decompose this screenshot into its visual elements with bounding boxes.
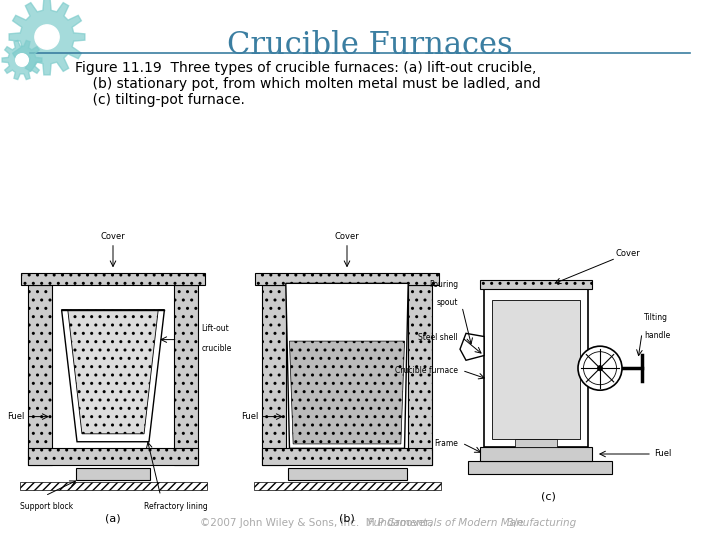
Text: Cover: Cover xyxy=(335,232,359,241)
Text: Pouring: Pouring xyxy=(429,280,458,289)
Text: (a): (a) xyxy=(105,514,121,523)
Text: Figure 11.19  Three types of crucible furnaces: (a) lift‑out crucible,: Figure 11.19 Three types of crucible fur… xyxy=(75,61,536,75)
Bar xyxy=(480,448,592,461)
Text: (b) stationary pot, from which molten metal must be ladled, and: (b) stationary pot, from which molten me… xyxy=(75,77,541,91)
Text: Cover: Cover xyxy=(616,249,641,258)
Text: Fuel: Fuel xyxy=(7,412,24,421)
Bar xyxy=(286,285,408,448)
Bar xyxy=(516,438,557,448)
Circle shape xyxy=(16,53,28,66)
Text: Crucible furnace: Crucible furnace xyxy=(395,366,458,375)
Circle shape xyxy=(598,366,603,371)
Text: Frame: Frame xyxy=(434,438,458,448)
Text: ©2007 John Wiley & Sons, Inc.  M P Groover,: ©2007 John Wiley & Sons, Inc. M P Groove… xyxy=(200,518,436,528)
Text: Refractory lining: Refractory lining xyxy=(143,502,207,511)
Polygon shape xyxy=(460,333,484,360)
Polygon shape xyxy=(68,310,158,434)
Bar xyxy=(28,285,52,465)
Text: (b): (b) xyxy=(339,514,355,523)
Polygon shape xyxy=(286,284,408,448)
Text: Lift-out: Lift-out xyxy=(202,324,229,333)
Bar xyxy=(253,482,441,490)
Text: handle: handle xyxy=(644,330,670,340)
Polygon shape xyxy=(9,0,85,75)
Bar xyxy=(262,448,432,465)
Text: Tilting: Tilting xyxy=(644,313,668,322)
Polygon shape xyxy=(289,341,405,444)
Bar xyxy=(76,468,150,481)
Bar xyxy=(484,289,588,448)
Bar xyxy=(468,461,612,474)
Bar xyxy=(28,448,198,465)
Bar xyxy=(492,300,580,440)
Text: Fuel: Fuel xyxy=(241,412,258,421)
Circle shape xyxy=(578,346,622,390)
Circle shape xyxy=(35,25,59,49)
Bar xyxy=(174,285,198,465)
Text: Crucible Furnaces: Crucible Furnaces xyxy=(227,30,513,61)
Bar xyxy=(287,468,407,481)
Text: Fuel: Fuel xyxy=(654,449,671,458)
Bar xyxy=(19,482,207,490)
Text: Fundamentals of Modern Manufacturing: Fundamentals of Modern Manufacturing xyxy=(368,518,576,528)
Text: Cover: Cover xyxy=(101,232,125,241)
Text: spout: spout xyxy=(436,298,458,307)
Text: (c): (c) xyxy=(541,491,555,502)
Text: Support block: Support block xyxy=(19,502,73,511)
Text: crucible: crucible xyxy=(202,344,232,353)
Text: ©2007 John Wiley & Sons, Inc.  M P Groover, Fundamentals of Modern Manufacturing: ©2007 John Wiley & Sons, Inc. M P Groove… xyxy=(128,518,592,528)
Bar xyxy=(480,280,592,289)
Text: 3/e: 3/e xyxy=(505,518,524,528)
Polygon shape xyxy=(62,310,164,442)
Bar xyxy=(262,285,286,465)
Text: (c) tilting-pot furnace.: (c) tilting-pot furnace. xyxy=(75,93,245,107)
Bar xyxy=(255,273,438,285)
Bar xyxy=(21,273,204,285)
Bar xyxy=(52,285,174,448)
Text: Steel shell: Steel shell xyxy=(418,333,458,342)
Bar xyxy=(408,285,432,465)
Polygon shape xyxy=(2,40,42,79)
